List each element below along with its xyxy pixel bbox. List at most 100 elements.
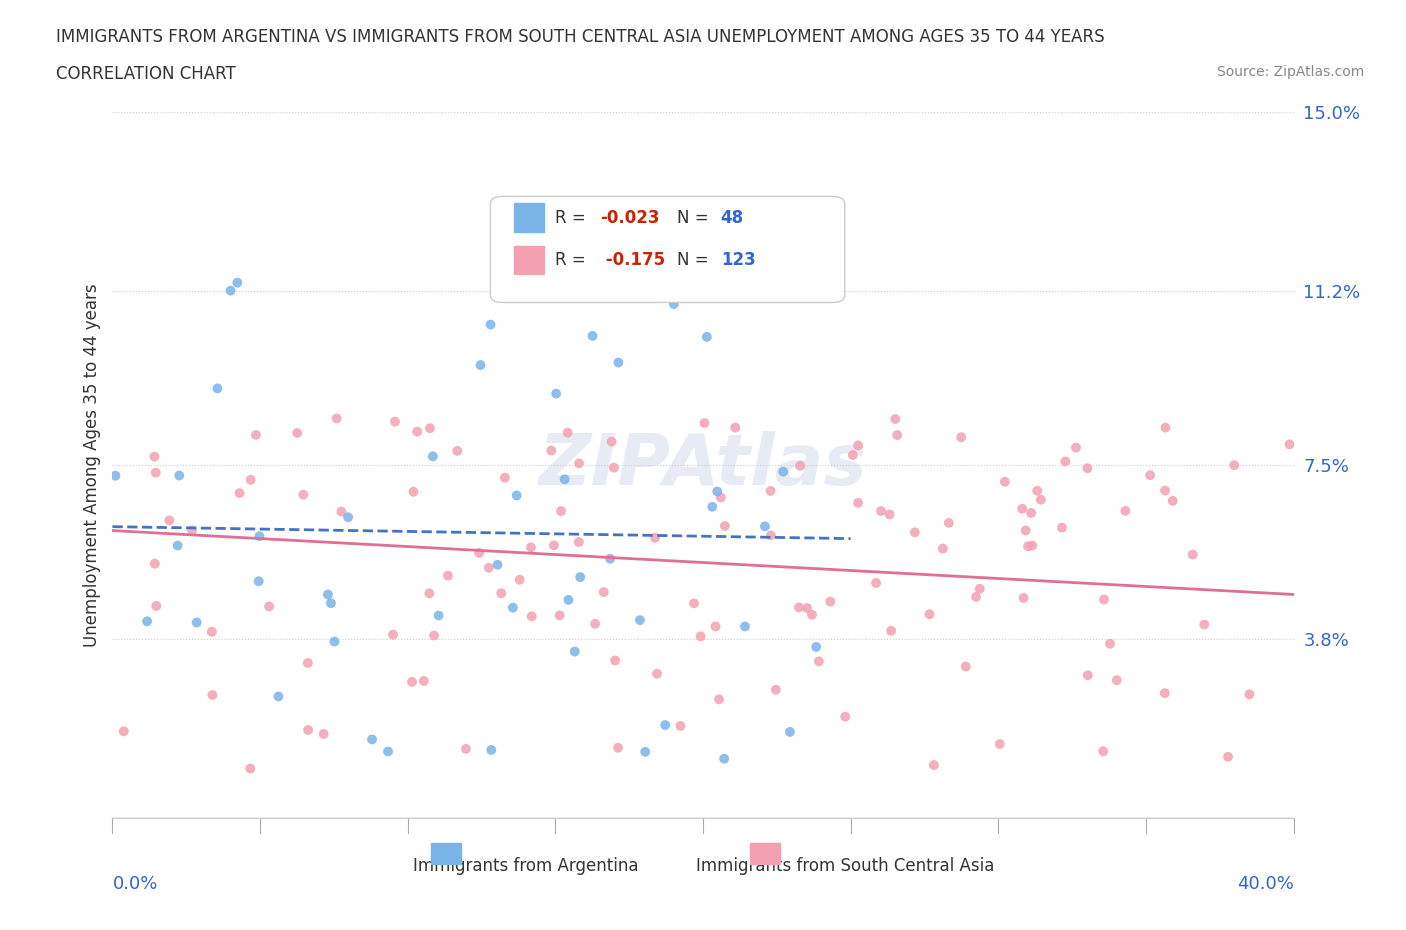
Bar <box>515 246 544 274</box>
Point <box>1019 506 1042 521</box>
Point <box>569 570 592 585</box>
Point <box>316 587 339 602</box>
Point <box>994 474 1017 489</box>
Point <box>446 444 468 458</box>
Point <box>683 596 706 611</box>
Point <box>724 420 747 435</box>
Point <box>1012 591 1035 605</box>
Point <box>1223 458 1246 472</box>
Point <box>145 599 167 614</box>
Point <box>870 503 893 518</box>
Point <box>219 284 242 299</box>
Point <box>384 414 406 429</box>
Point <box>950 430 973 445</box>
Point <box>509 572 531 587</box>
Point <box>965 590 987 604</box>
Text: 123: 123 <box>721 251 755 269</box>
Point <box>554 472 576 486</box>
Point <box>880 623 903 638</box>
Point <box>1216 750 1239 764</box>
Point <box>1077 668 1099 683</box>
Point <box>337 510 360 525</box>
Point <box>603 460 626 475</box>
Point <box>969 581 991 596</box>
Point <box>834 710 856 724</box>
Point <box>166 538 188 553</box>
Point <box>136 614 159 629</box>
Point <box>470 358 492 373</box>
Point <box>292 487 315 502</box>
Point <box>201 687 224 702</box>
Point <box>557 425 579 440</box>
Point <box>330 504 353 519</box>
Point <box>520 540 543 555</box>
Point <box>714 519 737 534</box>
Point <box>245 428 267 443</box>
Point <box>319 596 342 611</box>
Point <box>491 586 513 601</box>
Point <box>546 386 568 401</box>
Point <box>1076 460 1098 475</box>
Point <box>382 627 405 642</box>
Point <box>437 568 460 583</box>
Point <box>706 484 728 498</box>
Point <box>427 608 450 623</box>
Text: -0.023: -0.023 <box>600 208 659 227</box>
Point <box>548 608 571 623</box>
Point <box>1011 501 1033 516</box>
Point <box>810 284 832 299</box>
Point <box>734 619 756 634</box>
Point <box>765 683 787 698</box>
Point <box>145 465 167 480</box>
Text: CORRELATION CHART: CORRELATION CHART <box>56 65 236 83</box>
Point <box>401 674 423 689</box>
Point <box>406 424 429 439</box>
Point <box>1064 440 1087 455</box>
Point <box>645 666 668 681</box>
Point <box>568 456 591 471</box>
Point <box>479 317 502 332</box>
Point <box>1239 687 1261 702</box>
Point <box>605 653 627 668</box>
Bar <box>515 204 544 232</box>
Point <box>1050 520 1073 535</box>
Point <box>181 523 204 538</box>
Point <box>505 488 527 503</box>
Point <box>710 490 733 505</box>
Point <box>806 640 828 655</box>
Point <box>312 726 335 741</box>
Text: Immigrants from Argentina: Immigrants from Argentina <box>413 857 638 875</box>
Bar <box>751 844 780 864</box>
Point <box>402 485 425 499</box>
Point <box>607 740 630 755</box>
Point <box>842 447 865 462</box>
Point <box>323 634 346 649</box>
Text: Source: ZipAtlas.com: Source: ZipAtlas.com <box>1216 65 1364 79</box>
Point <box>418 586 440 601</box>
Point <box>226 275 249 290</box>
Point <box>846 496 869 511</box>
Bar <box>432 844 461 864</box>
Text: 40.0%: 40.0% <box>1237 875 1294 893</box>
Point <box>918 606 941 621</box>
Point <box>257 599 280 614</box>
Point <box>412 673 434 688</box>
Text: ZIPAtlas: ZIPAtlas <box>538 431 868 499</box>
Point <box>297 723 319 737</box>
Point <box>1026 484 1049 498</box>
Text: 48: 48 <box>721 208 744 227</box>
Point <box>599 551 621 566</box>
Point <box>361 732 384 747</box>
Point <box>486 557 509 572</box>
Point <box>564 644 586 659</box>
Point <box>592 585 614 600</box>
Point <box>285 426 308 441</box>
Text: -0.175: -0.175 <box>600 251 665 269</box>
Point <box>112 724 135 738</box>
Point <box>662 297 685 312</box>
Point <box>879 507 901 522</box>
Point <box>696 329 718 344</box>
Point <box>1139 468 1161 483</box>
Point <box>247 529 270 544</box>
Point <box>540 444 562 458</box>
